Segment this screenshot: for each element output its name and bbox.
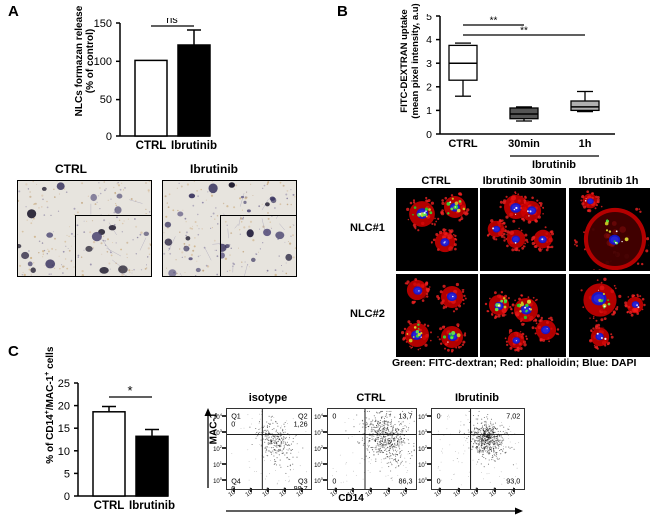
svg-text:Q10: Q1 0 <box>231 412 241 429</box>
svg-text:**: ** <box>490 16 498 27</box>
svg-text:7,02: 7,02 <box>506 412 520 421</box>
svg-text:*: * <box>127 383 132 398</box>
svg-text:10: 10 <box>58 446 70 458</box>
svg-text:100: 100 <box>94 56 112 68</box>
svg-text:0: 0 <box>106 131 112 143</box>
svg-text:0: 0 <box>64 491 70 503</box>
svg-text:150: 150 <box>94 18 112 30</box>
svg-text:1h: 1h <box>579 138 592 150</box>
svg-text:Q21,26: Q2 1,26 <box>294 412 308 429</box>
svg-text:CTRL: CTRL <box>94 500 125 512</box>
svg-text:30min: 30min <box>508 138 540 150</box>
svg-text:ns: ns <box>166 18 178 26</box>
svg-text:50: 50 <box>100 94 112 106</box>
svg-text:20: 20 <box>58 401 70 413</box>
svg-text:4: 4 <box>426 34 432 46</box>
svg-text:0: 0 <box>426 129 432 141</box>
svg-text:**: ** <box>520 26 528 37</box>
svg-text:13,7: 13,7 <box>399 412 413 421</box>
svg-text:Ibrutinib: Ibrutinib <box>171 140 217 152</box>
svg-text:0: 0 <box>332 412 336 421</box>
svg-text:3: 3 <box>426 58 432 70</box>
svg-text:0: 0 <box>437 412 441 421</box>
svg-text:CTRL: CTRL <box>136 140 167 152</box>
svg-text:15: 15 <box>58 423 70 435</box>
svg-text:5: 5 <box>426 14 432 23</box>
svg-text:1: 1 <box>426 105 432 117</box>
svg-text:5: 5 <box>64 468 70 480</box>
svg-text:2: 2 <box>426 81 432 93</box>
svg-text:25: 25 <box>58 378 70 390</box>
svg-text:Ibrutinib: Ibrutinib <box>129 500 175 512</box>
svg-text:Ibrutinib: Ibrutinib <box>532 159 576 171</box>
svg-text:CTRL: CTRL <box>448 138 478 150</box>
